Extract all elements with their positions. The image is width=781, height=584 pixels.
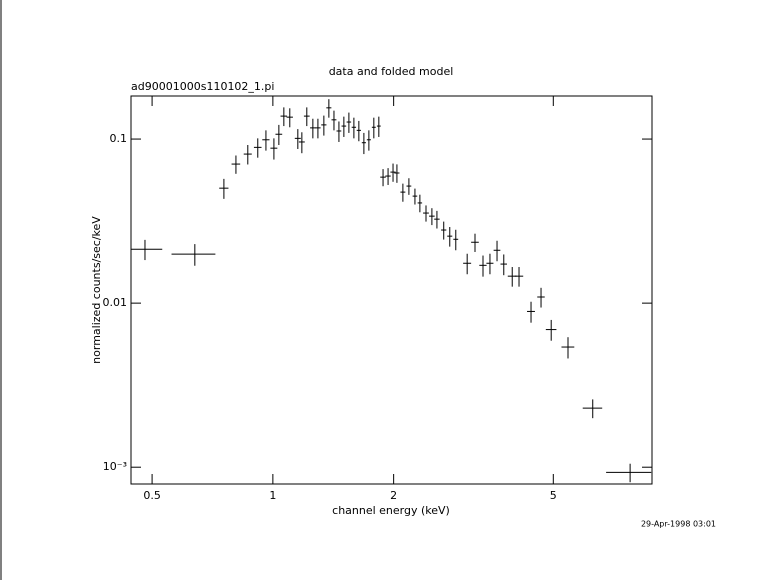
y-axis-label: normalized counts/sec/keV [90, 216, 103, 364]
x-axis-label: channel energy (keV) [332, 504, 450, 517]
x-tick-label: 0.5 [143, 489, 161, 502]
chart-title: data and folded model [329, 65, 454, 78]
y-tick-label: 0.01 [103, 296, 128, 309]
x-tick-label: 5 [550, 489, 557, 502]
x-tick-label: 2 [390, 489, 397, 502]
x-tick-label: 1 [269, 489, 276, 502]
plot-frame [130, 95, 653, 485]
y-tick-label: 0.1 [110, 132, 128, 145]
timestamp: 29-Apr-1998 03:01 [641, 520, 716, 529]
chart-subtitle: ad90001000s110102_1.pi [131, 80, 274, 93]
y-tick-label: 10⁻³ [103, 460, 127, 473]
